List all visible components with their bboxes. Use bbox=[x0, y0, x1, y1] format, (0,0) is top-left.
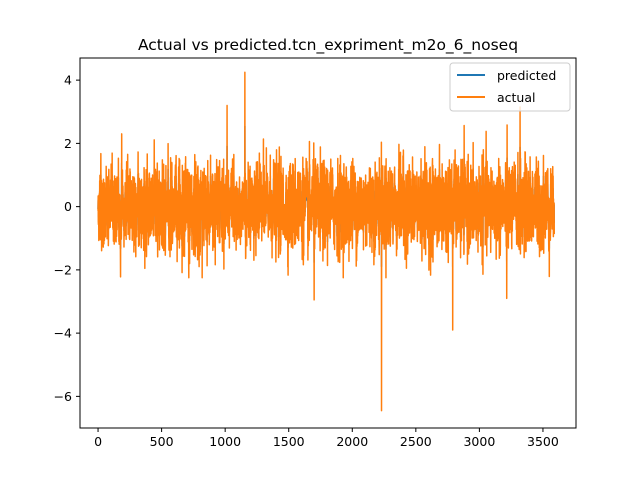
x-tick-label: 1500 bbox=[273, 434, 305, 449]
axes-frame bbox=[79, 57, 577, 429]
y-tick-label: −6 bbox=[54, 389, 72, 404]
chart-title: Actual vs predicted.tcn_expriment_m2o_6_… bbox=[138, 36, 518, 55]
y-tick-label: −4 bbox=[54, 326, 72, 341]
y-tick-label: 2 bbox=[64, 136, 72, 151]
legend-label-predicted: predicted bbox=[497, 68, 556, 83]
y-tick-label: 0 bbox=[64, 199, 72, 214]
x-tick-label: 2500 bbox=[400, 434, 432, 449]
y-tick-label: −2 bbox=[54, 262, 72, 277]
x-axis: 0 500 1000 1500 2000 2500 3000 3500 bbox=[94, 428, 559, 449]
x-tick-label: 2000 bbox=[336, 434, 368, 449]
plot-area bbox=[79, 57, 577, 429]
series-line-actual bbox=[97, 71, 556, 412]
y-axis: −6 −4 −2 0 2 4 bbox=[54, 73, 80, 404]
x-tick-label: 3500 bbox=[527, 434, 559, 449]
y-tick-label: 4 bbox=[64, 73, 72, 88]
x-tick-label: 3000 bbox=[463, 434, 495, 449]
x-tick-label: 1000 bbox=[209, 434, 241, 449]
series-layer bbox=[97, 71, 556, 412]
x-tick-label: 500 bbox=[150, 434, 174, 449]
legend-label-actual: actual bbox=[497, 90, 536, 105]
legend: predicted actual bbox=[449, 62, 571, 112]
x-tick-label: 0 bbox=[94, 434, 102, 449]
